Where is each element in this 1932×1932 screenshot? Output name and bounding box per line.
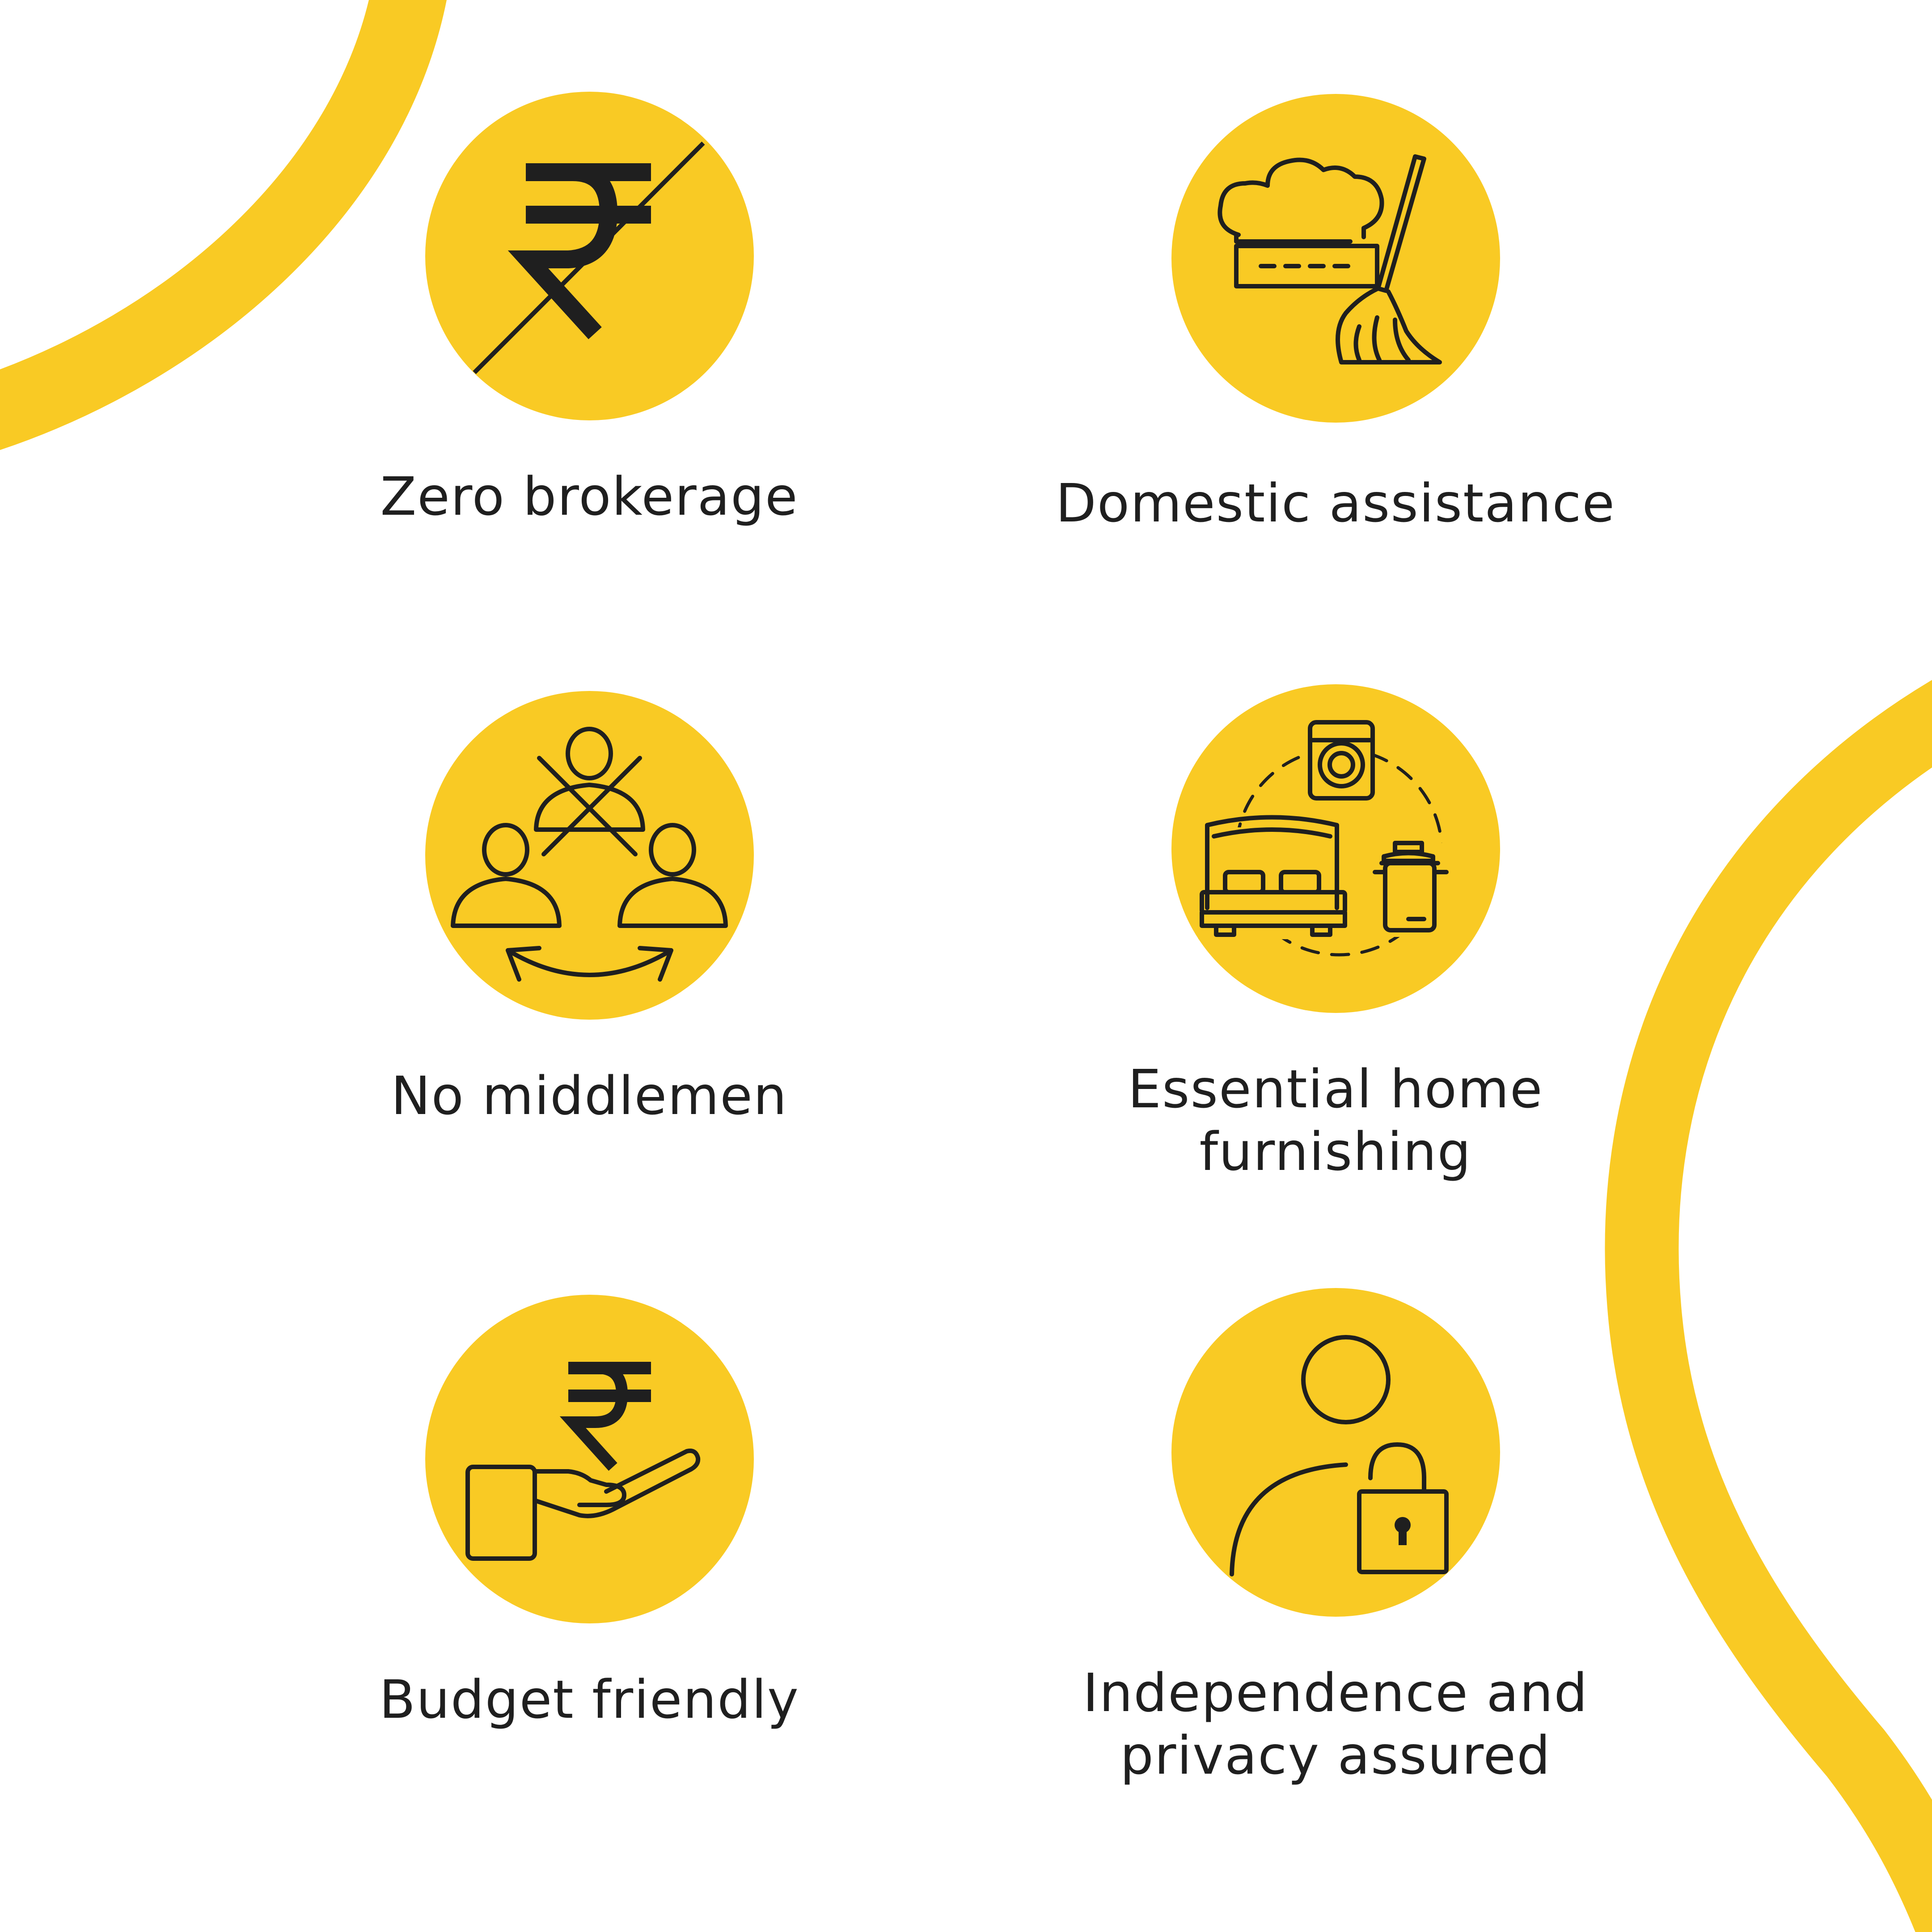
feature-label: Domestic assistance xyxy=(1056,472,1615,534)
people-no-middleman-icon xyxy=(425,691,754,1020)
right-arc xyxy=(1605,680,1932,1932)
icon-circle xyxy=(1171,94,1500,423)
feature-label: Zero brokerage xyxy=(380,466,799,527)
feature-label: Budget friendly xyxy=(379,1669,799,1730)
feature-zero-brokerage: Zero brokerage xyxy=(254,92,925,528)
feature-label: No middlemen xyxy=(391,1065,788,1127)
icon-circle xyxy=(1171,684,1500,1013)
feature-budget-friendly: Budget friendly xyxy=(254,1295,925,1731)
feature-domestic-assistance: Domestic assistance xyxy=(1000,94,1671,534)
bed-washer-pot-icon xyxy=(1171,684,1500,1013)
feature-label: Essential home furnishing xyxy=(1128,1058,1543,1182)
chef-hat-broom-icon xyxy=(1171,94,1500,423)
person-lock-icon xyxy=(1171,1288,1500,1617)
feature-independence-privacy: Independence and privacy assured xyxy=(1000,1288,1671,1787)
rupee-hand-icon xyxy=(425,1295,754,1623)
icon-circle xyxy=(425,92,754,420)
feature-label: Independence and privacy assured xyxy=(1082,1662,1589,1786)
icon-circle xyxy=(425,1295,754,1623)
feature-no-middlemen: No middlemen xyxy=(254,691,925,1127)
icon-circle xyxy=(425,691,754,1020)
rupee-crossed-icon xyxy=(425,92,754,420)
icon-circle xyxy=(1171,1288,1500,1617)
feature-home-furnishing: Essential home furnishing xyxy=(1000,684,1671,1183)
